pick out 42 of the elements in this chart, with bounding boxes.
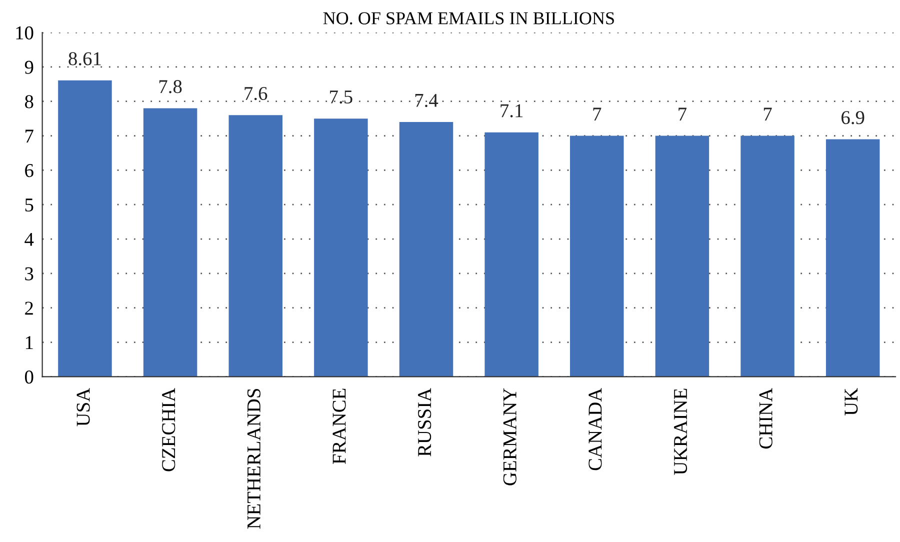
data-label: 7 [593, 108, 602, 121]
bar [570, 136, 624, 377]
x-tick-label: CZECHIA [162, 388, 176, 472]
bar [826, 139, 880, 377]
x-tick-label: NETHERLANDS [247, 389, 260, 529]
y-tick-label: 1 [26, 336, 33, 350]
data-label: 7.4 [415, 94, 438, 108]
y-tick-label: 7 [26, 130, 34, 143]
bar [314, 118, 368, 377]
bar [484, 132, 538, 377]
x-tick-label: USA [76, 388, 90, 426]
y-tick-label: 9 [24, 60, 34, 74]
y-tick-label: 10 [16, 26, 34, 40]
bar [740, 136, 794, 377]
y-tick-label: 2 [25, 302, 33, 315]
y-tick-label: 8 [24, 95, 34, 108]
data-label: 7.6 [244, 86, 268, 100]
bar [228, 115, 282, 377]
y-tick-label: 0 [24, 370, 34, 384]
x-tick-label: FRANCE [332, 388, 346, 464]
data-label: 7.1 [500, 104, 523, 118]
x-tick-label: UK [844, 388, 858, 416]
chart-title: NO. OF SPAM EMAILS IN BILLIONS [323, 12, 614, 24]
x-tick-label: UKRAINE [674, 388, 688, 475]
data-label: 7 [678, 108, 686, 121]
y-tick-label: 5 [25, 198, 34, 212]
x-tick-label: RUSSIA [418, 388, 432, 456]
bar [399, 122, 454, 377]
bar [655, 136, 710, 377]
bar [58, 80, 112, 377]
data-label: 7.5 [330, 90, 352, 104]
y-tick-label: 4 [24, 232, 34, 246]
bar [143, 108, 198, 377]
x-tick-label: GERMANY [503, 388, 516, 486]
data-label: 7 [764, 108, 772, 121]
y-tick-label: 3 [25, 267, 34, 280]
x-tick-label: CANADA [588, 388, 602, 470]
data-label: 6.9 [842, 111, 864, 124]
x-tick-label: CHINA [759, 388, 772, 449]
data-label: 8.61 [68, 52, 101, 66]
data-label: 7.8 [159, 80, 182, 94]
y-tick-label: 6 [25, 164, 34, 178]
